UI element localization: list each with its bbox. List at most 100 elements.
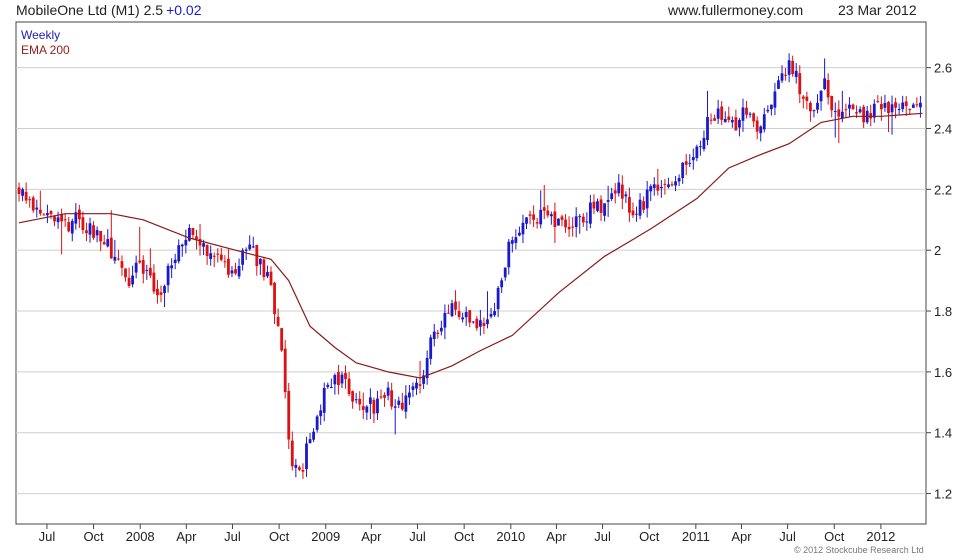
candle-body bbox=[95, 230, 99, 236]
candle-body bbox=[596, 201, 599, 211]
candle-body bbox=[134, 262, 138, 273]
price-candle bbox=[727, 106, 731, 123]
candle-body bbox=[28, 199, 32, 201]
price-candle bbox=[457, 301, 461, 320]
candle-body bbox=[525, 217, 528, 224]
y-tick-label: 1.4 bbox=[934, 426, 952, 441]
price-candle bbox=[794, 63, 798, 84]
candle-body bbox=[326, 384, 330, 387]
x-axis: Jul Oct 2008 Apr Jul Oct 2009 Apr Jul Oct 2010 Apr J… bbox=[39, 524, 895, 544]
x-tick-label: Apr bbox=[731, 529, 752, 544]
price-candle bbox=[578, 214, 582, 234]
price-candle bbox=[879, 96, 883, 121]
candle-body bbox=[752, 113, 756, 122]
price-candle bbox=[212, 252, 216, 268]
candle-body bbox=[464, 312, 468, 318]
y-tick-label: 2.6 bbox=[934, 61, 952, 76]
candle-body bbox=[74, 212, 78, 224]
price-candle bbox=[386, 381, 390, 401]
price-candle bbox=[358, 391, 362, 411]
price-candle bbox=[738, 118, 741, 137]
candle-body bbox=[777, 80, 780, 89]
website-link[interactable]: www.fullermoney.com bbox=[668, 2, 804, 18]
price-candle bbox=[762, 107, 766, 133]
candle-body bbox=[148, 267, 152, 276]
price-candle bbox=[166, 263, 170, 293]
price-candle bbox=[901, 95, 905, 113]
candle-body bbox=[620, 184, 624, 199]
candle-body bbox=[351, 391, 355, 402]
price-candle bbox=[624, 191, 628, 203]
candle-body bbox=[851, 104, 855, 110]
candle-body bbox=[205, 244, 209, 257]
candle-body bbox=[539, 209, 543, 225]
price-candle bbox=[53, 215, 56, 227]
price-candle bbox=[496, 285, 500, 318]
price-candle bbox=[510, 236, 514, 253]
candle-body bbox=[106, 239, 110, 247]
candle-body bbox=[645, 189, 649, 209]
candle-body bbox=[670, 184, 674, 186]
price-candle bbox=[379, 389, 383, 400]
price-candle bbox=[500, 277, 504, 293]
candle-body bbox=[439, 327, 443, 332]
candle-body bbox=[386, 387, 390, 396]
x-tick-label: Jul bbox=[224, 529, 241, 544]
price-candle bbox=[35, 199, 39, 218]
price-candle bbox=[663, 179, 667, 195]
candle-body bbox=[436, 332, 440, 334]
copyright-notice: © 2012 Stockcube Research Ltd bbox=[794, 545, 924, 555]
candle-body bbox=[755, 120, 759, 132]
price-candle bbox=[617, 174, 621, 197]
candle-body bbox=[383, 395, 386, 398]
candle-body bbox=[219, 254, 223, 260]
candle-body bbox=[294, 464, 298, 468]
candle-body bbox=[610, 193, 614, 200]
price-candle bbox=[344, 365, 347, 389]
price-candle bbox=[777, 76, 780, 90]
price-candle bbox=[684, 153, 688, 176]
candle-body bbox=[340, 374, 344, 384]
candle-body bbox=[223, 261, 227, 263]
candle-body bbox=[723, 118, 727, 123]
y-tick-label: 1.6 bbox=[934, 365, 952, 380]
price-candle bbox=[628, 187, 631, 222]
price-candle bbox=[42, 212, 46, 216]
price-candle bbox=[780, 65, 784, 84]
price-candle bbox=[851, 103, 855, 110]
candle-body bbox=[170, 265, 174, 269]
candle-body bbox=[549, 214, 553, 217]
price-candle bbox=[365, 405, 369, 420]
candle-body bbox=[429, 337, 433, 359]
price-candle bbox=[400, 392, 404, 411]
price-candle bbox=[109, 210, 113, 259]
candle-body bbox=[53, 216, 56, 222]
x-tick-label: Oct bbox=[83, 529, 104, 544]
candle-body bbox=[361, 406, 365, 410]
price-candle bbox=[294, 458, 298, 478]
price-candle bbox=[31, 195, 35, 213]
candle-body bbox=[787, 60, 791, 75]
candle-body bbox=[613, 190, 617, 194]
candle-body bbox=[344, 372, 347, 379]
legend-weekly: Weekly bbox=[21, 28, 61, 42]
price-candle bbox=[326, 382, 330, 389]
price-candle bbox=[741, 98, 745, 132]
candle-body bbox=[567, 226, 571, 230]
price-candle bbox=[216, 248, 220, 263]
x-tick-label: 2011 bbox=[682, 529, 710, 544]
price-candle bbox=[63, 213, 67, 227]
x-tick-label: Jul bbox=[409, 529, 426, 544]
candle-body bbox=[542, 207, 546, 211]
candle-body bbox=[681, 162, 685, 179]
y-tick-label: 2.4 bbox=[934, 121, 952, 136]
candle-body bbox=[216, 253, 220, 255]
candle-body bbox=[840, 111, 844, 119]
price-candle bbox=[17, 182, 21, 202]
price-candle bbox=[791, 55, 795, 77]
x-tick-label: Apr bbox=[361, 529, 382, 544]
candle-body bbox=[706, 116, 709, 141]
price-candle bbox=[564, 214, 567, 233]
price-candle bbox=[180, 243, 184, 257]
price-candle bbox=[471, 321, 475, 324]
